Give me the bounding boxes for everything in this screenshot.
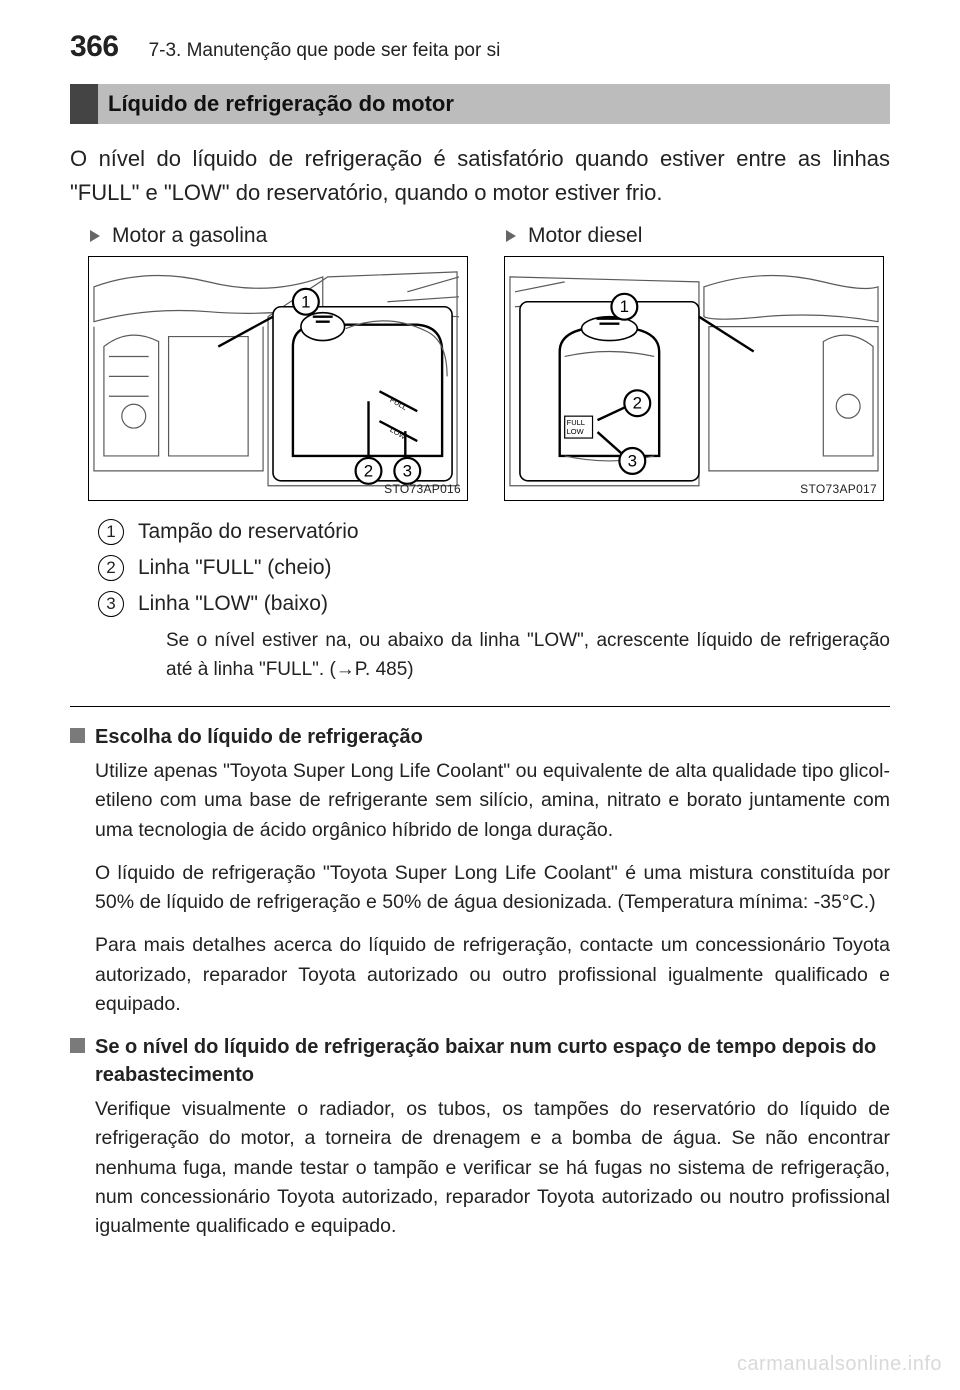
square-bullet-icon (70, 728, 85, 743)
callout-number: 2 (633, 394, 642, 413)
paragraph: O líquido de refrigeração "Toyota Super … (95, 859, 890, 918)
label-low: LOW (567, 427, 585, 436)
paragraph: Para mais detalhes acerca do líquido de … (95, 931, 890, 1019)
callout-text: Tampão do reservatório (138, 520, 359, 544)
callout-number: 1 (620, 297, 629, 316)
figure-code: STO73AP016 (384, 482, 461, 496)
intro-paragraph: O nível do líquido de refrigeração é sat… (70, 142, 890, 210)
label-full: FULL (567, 418, 585, 427)
callout-number-icon: 1 (98, 519, 124, 545)
page-number: 366 (70, 30, 119, 64)
paragraph: Utilize apenas "Toyota Super Long Life C… (95, 757, 890, 845)
callout-number-icon: 3 (98, 591, 124, 617)
paragraph: Verifique visualmente o radiador, os tub… (95, 1095, 890, 1241)
figure-diesel: FULL LOW 1 2 3 STO73AP017 (504, 256, 884, 501)
subheading: Se o nível do líquido de refrigeração ba… (95, 1033, 890, 1089)
section-bar-accent (70, 84, 98, 124)
variant-gasoline: Motor a gasolina (88, 224, 474, 501)
callout-list: 1 Tampão do reservatório 2 Linha "FULL" … (98, 519, 890, 684)
figure-gasoline: FULL LOW 1 2 3 STO73AP016 (88, 256, 468, 501)
callout-number-icon: 2 (98, 555, 124, 581)
variant-gasoline-label: Motor a gasolina (112, 224, 267, 248)
list-item: 3 Linha "LOW" (baixo) (98, 591, 890, 617)
section-path: 7-3. Manutenção que pode ser feita por s… (149, 40, 501, 62)
list-item: 1 Tampão do reservatório (98, 519, 890, 545)
variant-diesel: Motor diesel (504, 224, 890, 501)
info-block: Se o nível do líquido de refrigeração ba… (70, 1033, 890, 1241)
callout-text: Linha "LOW" (baixo) (138, 592, 328, 616)
triangle-right-icon (504, 229, 518, 243)
callout-number: 2 (364, 462, 373, 481)
info-block: Escolha do líquido de refrigeração Utili… (70, 723, 890, 1019)
watermark: carmanualsonline.info (737, 1353, 942, 1376)
triangle-right-icon (88, 229, 102, 243)
callout-number: 1 (301, 292, 310, 311)
callout-number: 3 (628, 452, 637, 471)
figure-code: STO73AP017 (800, 482, 877, 496)
callout-number: 3 (403, 462, 412, 481)
square-bullet-icon (70, 1038, 85, 1053)
list-item: 2 Linha "FULL" (cheio) (98, 555, 890, 581)
section-title: Líquido de refrigeração do motor (98, 84, 890, 124)
divider (70, 706, 890, 707)
variant-diesel-label: Motor diesel (528, 224, 642, 248)
section-title-bar: Líquido de refrigeração do motor (70, 84, 890, 124)
callout-text: Linha "FULL" (cheio) (138, 556, 332, 580)
subheading: Escolha do líquido de refrigeração (95, 723, 423, 751)
callout-note: Se o nível estiver na, ou abaixo da linh… (166, 627, 890, 684)
